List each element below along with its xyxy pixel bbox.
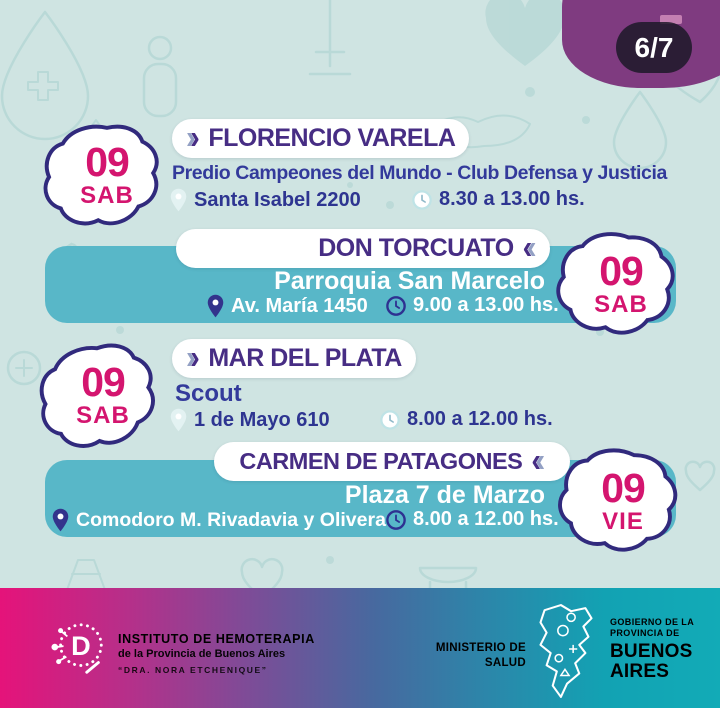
institute-quote: “DRA. NORA ETCHENIQUE” xyxy=(118,664,268,675)
date-blob-shape xyxy=(558,448,678,552)
clock-icon xyxy=(380,409,400,430)
time-text: 8.00 a 12.00 hs. xyxy=(407,408,553,430)
event-title-pill-carmen-de-patagones: CARMEN DE PATAGONES ‹ ‹ xyxy=(214,442,570,481)
time-row: 8.00 a 12.00 hs. xyxy=(380,408,553,431)
venue-label: Predio Campeones del Mundo - Club Defens… xyxy=(172,162,667,184)
date-day: 09 xyxy=(601,464,646,511)
pin-icon xyxy=(170,188,187,212)
time-text: 8.00 a 12.00 hs. xyxy=(413,508,559,530)
date-weekday: SAB xyxy=(80,182,134,210)
event-title: FLORENCIO VARELA xyxy=(208,124,456,152)
event-title: CARMEN DE PATAGONES xyxy=(239,448,523,474)
footer-bar xyxy=(0,588,720,708)
gov-line4: AIRES xyxy=(610,660,670,682)
address-row: Comodoro M. Rivadavia y Olivera xyxy=(52,508,386,532)
event-title: MAR DEL PLATA xyxy=(208,344,402,372)
date-badge-mar-del-plata: 09 SAB xyxy=(38,342,168,452)
ministry-line1: MINISTERIO DE xyxy=(435,642,526,654)
date-badge-florencio-varela: 09 SAB xyxy=(42,122,172,232)
date-weekday: SAB xyxy=(76,402,130,430)
double-chevron-left-icon: ‹ ‹ xyxy=(531,442,545,480)
date-day: 09 xyxy=(81,358,126,405)
event-title-pill-florencio-varela: › › FLORENCIO VARELA xyxy=(172,119,470,158)
time-row: 9.00 a 13.00 hs. xyxy=(386,294,559,317)
institute-name: INSTITUTO DE HEMOTERAPIA xyxy=(118,632,315,646)
pin-icon xyxy=(207,294,224,318)
address-text: Santa Isabel 2200 xyxy=(194,188,361,211)
double-chevron-left-icon: ‹ ‹ xyxy=(522,229,537,267)
clock-icon xyxy=(386,509,406,530)
double-chevron-right-icon: › › xyxy=(186,119,200,157)
address-text: Comodoro M. Rivadavia y Olivera xyxy=(76,508,386,531)
venue-label: Scout xyxy=(175,380,242,407)
date-blob-shape xyxy=(556,232,675,335)
address-text: Av. María 1450 xyxy=(231,294,368,317)
date-weekday: SAB xyxy=(594,291,648,319)
date-badge-don-torcuato: 09 SAB xyxy=(556,231,686,341)
gov-line1: GOBIERNO DE LA xyxy=(610,617,695,627)
event-title-pill-don-torcuato: DON TORCUATO ‹ ‹ xyxy=(176,229,550,268)
time-text: 8.30 a 13.00 hs. xyxy=(439,188,585,210)
address-row: 1 de Mayo 610 xyxy=(170,408,330,432)
clock-icon xyxy=(412,189,432,210)
date-weekday: VIE xyxy=(602,508,644,536)
event-title-pill-mar-del-plata: › › MAR DEL PLATA xyxy=(172,339,416,378)
double-chevron-right-icon: › › xyxy=(186,339,200,377)
date-badge-carmen-de-patagones: 09 VIE xyxy=(558,448,688,558)
venue-label: Plaza 7 de Marzo xyxy=(344,481,545,509)
institute-text-block: INSTITUTO DE HEMOTERAPIA de la Provincia… xyxy=(118,631,315,676)
institute-subtitle: de la Provincia de Buenos Aires xyxy=(118,648,286,661)
date-blob-shape xyxy=(43,124,159,226)
venue-label: Parroquia San Marcelo xyxy=(274,267,545,295)
time-row: 8.30 a 13.00 hs. xyxy=(412,188,585,211)
address-text: 1 de Mayo 610 xyxy=(194,408,330,431)
government-logo-text: GOBIERNO DE LA PROVINCIA DE BUENOS AIRES xyxy=(610,617,694,681)
address-row: Av. María 1450 xyxy=(207,294,368,318)
pin-icon xyxy=(170,408,187,432)
ministry-of-health-label: MINISTERIO DE SALUD xyxy=(408,641,526,671)
page-indicator: 6/7 xyxy=(616,22,692,73)
gov-line2: PROVINCIA DE xyxy=(610,627,680,638)
clock-icon xyxy=(386,295,406,316)
time-text: 9.00 a 13.00 hs. xyxy=(413,294,559,316)
corner-tab xyxy=(660,15,682,24)
hemotherapy-institute-logo: D xyxy=(51,623,103,674)
time-row: 8.00 a 12.00 hs. xyxy=(386,508,559,531)
logo-letter: D xyxy=(71,630,91,661)
date-day: 09 xyxy=(599,247,644,294)
ministry-line2: SALUD xyxy=(484,656,526,669)
buenos-aires-province-map-icon xyxy=(539,604,593,698)
pin-icon xyxy=(52,508,69,532)
date-blob-shape xyxy=(39,343,155,448)
date-day: 09 xyxy=(85,138,130,185)
address-row: Santa Isabel 2200 xyxy=(170,188,361,212)
event-title: DON TORCUATO xyxy=(318,234,514,262)
gov-line3: BUENOS xyxy=(610,640,693,662)
